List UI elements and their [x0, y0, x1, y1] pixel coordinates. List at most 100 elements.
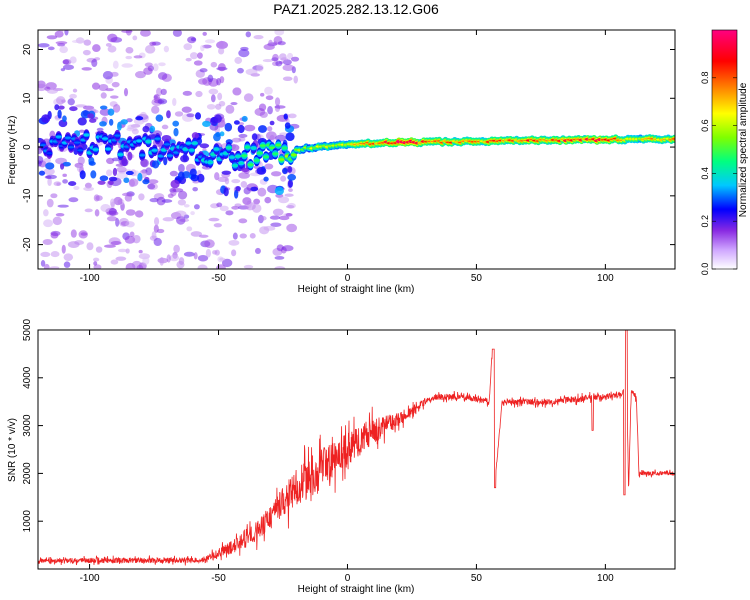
noise-blob	[183, 251, 195, 257]
noise-blob	[234, 56, 243, 64]
noise-blob	[254, 247, 261, 254]
noise-blob	[38, 156, 44, 164]
noise-blob	[231, 137, 242, 143]
signal-blob	[54, 104, 60, 111]
noise-blob	[239, 233, 247, 239]
noise-blob	[173, 244, 180, 253]
noise-blob	[238, 49, 250, 58]
signal-blob	[215, 131, 221, 138]
noise-blob	[288, 188, 293, 192]
noise-blob	[72, 88, 78, 93]
noise-blob	[115, 256, 127, 261]
signal-blob	[233, 120, 240, 125]
noise-blob	[238, 122, 245, 126]
signal-blob	[223, 187, 229, 197]
ridge-segment	[83, 133, 90, 137]
signal-blob	[191, 132, 199, 140]
noise-blob	[153, 217, 160, 226]
signal-blob	[99, 175, 109, 182]
noise-blob	[128, 179, 135, 188]
colorbar-frame	[711, 29, 738, 270]
noise-blob	[262, 58, 274, 63]
noise-blob	[100, 92, 107, 99]
signal-blob	[107, 108, 115, 116]
ridge-segment	[138, 154, 146, 157]
noise-blob	[211, 94, 216, 103]
noise-blob	[116, 171, 128, 180]
noise-blob	[265, 131, 277, 141]
noise-blob	[110, 259, 119, 265]
noise-blob	[86, 242, 94, 251]
noise-blob	[62, 179, 68, 184]
noise-blob	[93, 261, 98, 266]
noise-blob	[63, 253, 74, 261]
noise-blob	[152, 63, 159, 72]
noise-blob	[125, 55, 133, 60]
x-tick-label: 50	[471, 573, 483, 584]
signal-blob	[237, 124, 245, 134]
ridge-segment	[182, 148, 189, 151]
noise-blob	[46, 35, 58, 40]
noise-blob	[61, 244, 66, 254]
noise-blob	[234, 203, 242, 208]
noise-blob	[207, 74, 214, 83]
ridge-segment	[166, 154, 174, 157]
noise-blob	[59, 45, 68, 54]
noise-blob	[40, 259, 46, 267]
snr-x-label: Height of straight line (km)	[298, 584, 415, 595]
signal-blob	[77, 117, 87, 126]
ridge-segment	[281, 146, 288, 150]
noise-blob	[190, 37, 196, 42]
signal-blob	[224, 122, 233, 132]
noise-blob	[202, 31, 207, 36]
noise-blob	[47, 177, 52, 187]
noise-blob	[70, 229, 77, 238]
ridge-segment	[46, 152, 53, 155]
y-tick-label: 3000	[22, 414, 33, 437]
noise-blob	[190, 211, 195, 216]
noise-blob	[138, 193, 145, 201]
noise-blob	[193, 204, 200, 210]
noise-blob	[60, 68, 66, 72]
noise-blob	[282, 76, 293, 82]
noise-blob	[43, 209, 49, 217]
signal-blob	[58, 105, 65, 110]
ridge-segment	[238, 162, 245, 165]
noise-blob	[160, 88, 167, 96]
noise-blob	[156, 196, 166, 206]
noise-blob	[135, 70, 146, 79]
noise-blob	[284, 193, 294, 197]
noise-blob	[237, 67, 244, 74]
noise-blob	[40, 251, 51, 258]
noise-blob	[124, 235, 136, 244]
signal-blob	[274, 186, 284, 196]
noise-blob	[280, 57, 289, 61]
noise-blob	[117, 248, 128, 253]
noise-blob	[67, 241, 80, 248]
noise-blob	[106, 157, 115, 165]
noise-blob	[176, 215, 186, 225]
noise-blob	[277, 41, 286, 46]
noise-blob	[256, 64, 264, 72]
noise-blob	[291, 56, 300, 62]
signal-blob	[172, 120, 180, 127]
noise-blob	[228, 239, 240, 246]
colorbar-tick-label: 0.6	[700, 119, 710, 132]
signal-blob	[89, 118, 97, 123]
noise-blob	[232, 87, 242, 96]
x-tick-label: -50	[211, 573, 226, 584]
noise-blob	[263, 225, 276, 231]
noise-blob	[162, 217, 174, 222]
signal-blob	[197, 173, 205, 183]
ridge-segment	[290, 153, 298, 157]
noise-blob	[264, 86, 273, 95]
noise-blob	[244, 202, 256, 211]
signal-blob	[79, 170, 86, 180]
colorbar-ticks: 0.0 0.2 0.4 0.6 0.8	[700, 72, 737, 275]
noise-blob	[105, 43, 112, 47]
signal-blob	[214, 114, 222, 123]
noise-blob	[77, 156, 85, 165]
noise-blob	[172, 30, 182, 37]
noise-blob	[161, 199, 173, 203]
